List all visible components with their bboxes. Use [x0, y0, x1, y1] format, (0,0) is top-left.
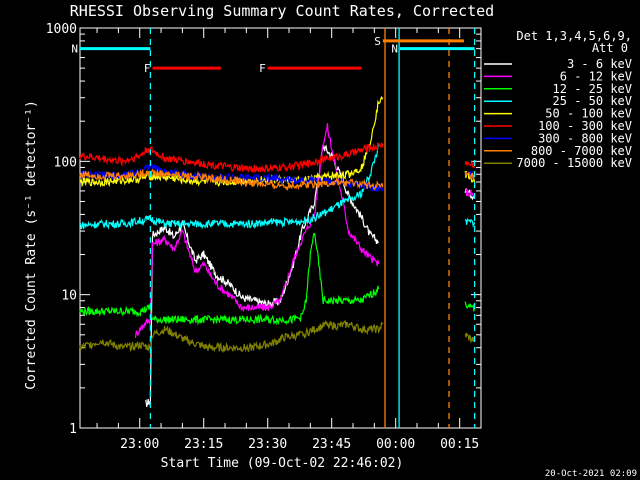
legend-label: 800 - 7000 keV	[531, 144, 632, 158]
y-tick-label: 1	[69, 422, 77, 437]
series-line-100-300-kev	[79, 142, 384, 174]
series-line-7000-15000-kev	[79, 319, 384, 354]
series-line-50-100-kev	[79, 95, 384, 188]
legend-label: 300 - 800 keV	[538, 131, 632, 145]
series-line-25-50-kev	[464, 218, 476, 228]
legend-header-line2: Att 0	[592, 41, 628, 55]
series-line-25-50-kev	[79, 143, 380, 230]
x-axis-label: Start Time (09-Oct-02 22:46:02)	[161, 456, 404, 471]
legend-label: 100 - 300 keV	[538, 119, 632, 133]
x-tick-label: 00:15	[440, 437, 479, 452]
x-tick-label: 23:15	[184, 437, 223, 452]
y-tick-label: 100	[54, 155, 77, 170]
legend-label: 7000 - 15000 keV	[516, 156, 632, 170]
axes-frame	[79, 27, 482, 429]
series-line-800-7000-kev	[464, 171, 476, 181]
y-tick-label: 1000	[46, 22, 77, 37]
plot-area: 1 10 100 1000 23:00 23:15 23:30 23:45 00:00 00:15…	[46, 22, 482, 452]
series-line-800-7000-kev	[79, 168, 384, 192]
series-line-6-12-kev	[465, 188, 475, 197]
x-tick-label: 23:45	[312, 437, 351, 452]
y-axis-label: Corrected Count Rate (s⁻¹ detector⁻¹)	[24, 100, 39, 390]
legend-label: 6 - 12 keV	[560, 69, 632, 83]
legend-label: 25 - 50 keV	[553, 94, 632, 108]
flag-label: N	[391, 43, 398, 56]
legend-label: 12 - 25 keV	[553, 82, 632, 96]
x-tick-label: 23:00	[120, 437, 159, 452]
flag-label: F	[144, 62, 151, 75]
flag-label: N	[71, 43, 78, 56]
footer-timestamp: 20-Oct-2021 02:09	[545, 469, 637, 479]
series-line-12-25-kev	[464, 301, 476, 312]
series-line-300-800-kev	[464, 170, 476, 179]
series-line-7000-15000-kev	[464, 331, 476, 344]
flag-label: S	[374, 35, 381, 48]
y-tick-label: 10	[61, 289, 77, 304]
legend-header-line1: Det 1,3,4,5,6,9,	[516, 29, 632, 43]
series-line-6-12-kev	[134, 123, 380, 338]
series-line-3-6-kev	[144, 144, 380, 408]
legend-label: 3 - 6 keV	[567, 57, 632, 71]
x-tick-label: 00:00	[376, 437, 415, 452]
chart-title: RHESSI Observing Summary Count Rates, Co…	[70, 2, 494, 20]
legend-label: 50 - 100 keV	[545, 107, 632, 121]
x-tick-label: 23:30	[248, 437, 287, 452]
flag-label: F	[259, 62, 266, 75]
series-line-12-25-kev	[79, 232, 380, 326]
series-line-100-300-kev	[464, 160, 476, 169]
